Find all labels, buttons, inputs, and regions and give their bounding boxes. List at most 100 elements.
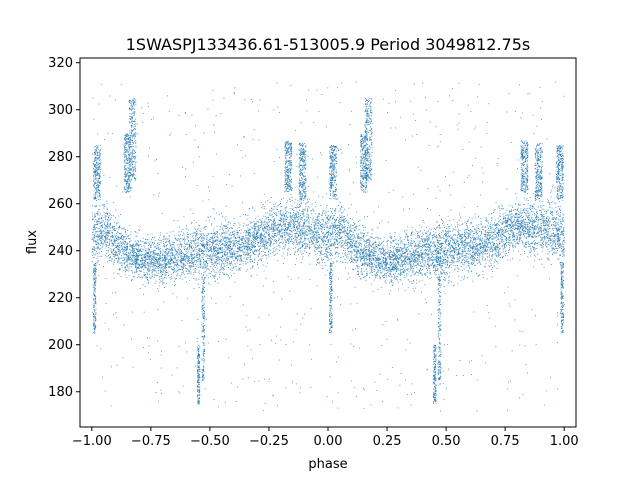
data-point — [501, 227, 503, 229]
data-point — [264, 248, 266, 250]
data-point — [196, 237, 198, 238]
data-point — [219, 269, 221, 271]
data-point — [362, 263, 364, 265]
data-point — [285, 244, 287, 246]
data-point — [559, 254, 561, 256]
data-point — [92, 246, 94, 248]
data-point — [206, 265, 208, 267]
data-point — [346, 262, 348, 264]
data-point — [155, 253, 157, 255]
data-point — [521, 212, 523, 214]
data-point — [462, 255, 464, 257]
data-point — [224, 252, 225, 254]
data-point — [207, 258, 209, 259]
data-point — [397, 244, 399, 246]
data-point — [390, 241, 392, 243]
data-point — [122, 234, 124, 236]
data-point — [528, 220, 530, 221]
data-point — [300, 202, 302, 204]
data-point — [273, 223, 275, 225]
data-point — [368, 239, 369, 241]
data-point — [340, 223, 342, 224]
data-point — [292, 214, 294, 216]
data-point — [190, 242, 191, 243]
data-point — [280, 219, 281, 221]
data-point — [465, 228, 467, 230]
data-point — [548, 225, 550, 227]
data-point — [541, 227, 543, 229]
data-point — [442, 279, 444, 281]
data-point — [317, 247, 319, 249]
data-point — [446, 273, 448, 275]
data-point — [341, 245, 343, 247]
data-point — [326, 207, 328, 209]
data-point — [367, 246, 369, 248]
data-point — [555, 239, 557, 241]
data-point — [157, 244, 159, 246]
data-point — [545, 224, 547, 226]
data-point — [350, 250, 352, 252]
data-point — [321, 246, 323, 248]
data-point — [468, 253, 470, 255]
data-point — [462, 252, 464, 254]
data-point — [525, 241, 526, 243]
data-point — [177, 256, 179, 258]
data-point — [239, 254, 240, 256]
data-point — [175, 250, 177, 252]
data-point — [518, 221, 520, 223]
data-point — [138, 265, 140, 267]
data-point — [105, 213, 107, 214]
data-point — [528, 244, 530, 245]
data-point — [171, 246, 173, 248]
data-point — [402, 248, 403, 250]
data-point — [168, 266, 170, 268]
data-point — [183, 270, 184, 272]
data-point — [302, 258, 304, 260]
data-point — [284, 208, 286, 210]
data-point — [281, 234, 283, 236]
data-point — [129, 254, 131, 256]
data-point — [563, 249, 564, 250]
data-point — [130, 244, 132, 246]
data-point — [499, 207, 501, 209]
data-point — [238, 235, 240, 237]
data-point — [166, 248, 167, 250]
data-point — [123, 239, 125, 241]
data-point — [512, 246, 514, 247]
data-point — [266, 247, 268, 249]
data-point — [180, 244, 182, 246]
data-point — [285, 241, 287, 243]
data-point — [232, 244, 234, 246]
data-point — [507, 219, 508, 221]
data-point — [337, 233, 339, 235]
data-point — [311, 213, 312, 215]
data-point — [300, 234, 302, 236]
data-point — [269, 226, 270, 228]
data-point — [169, 255, 171, 257]
data-point — [137, 258, 139, 260]
data-point — [351, 239, 353, 241]
data-point — [293, 216, 295, 218]
data-point — [275, 229, 277, 231]
data-point — [252, 207, 254, 209]
data-point — [101, 217, 102, 218]
data-point — [551, 190, 552, 192]
data-point — [171, 252, 173, 254]
data-point — [260, 242, 262, 244]
data-point — [424, 273, 426, 275]
data-point — [339, 226, 340, 228]
data-point — [118, 242, 120, 244]
data-point — [344, 216, 345, 217]
data-point — [166, 254, 168, 256]
data-point — [438, 247, 440, 249]
data-point — [225, 236, 226, 238]
data-point — [221, 232, 223, 234]
data-point — [305, 233, 307, 235]
data-point — [193, 288, 195, 289]
data-point — [412, 231, 414, 233]
data-point — [286, 219, 288, 220]
data-point — [469, 233, 471, 235]
data-point — [544, 222, 546, 224]
data-point — [296, 231, 297, 233]
data-point — [444, 273, 446, 275]
